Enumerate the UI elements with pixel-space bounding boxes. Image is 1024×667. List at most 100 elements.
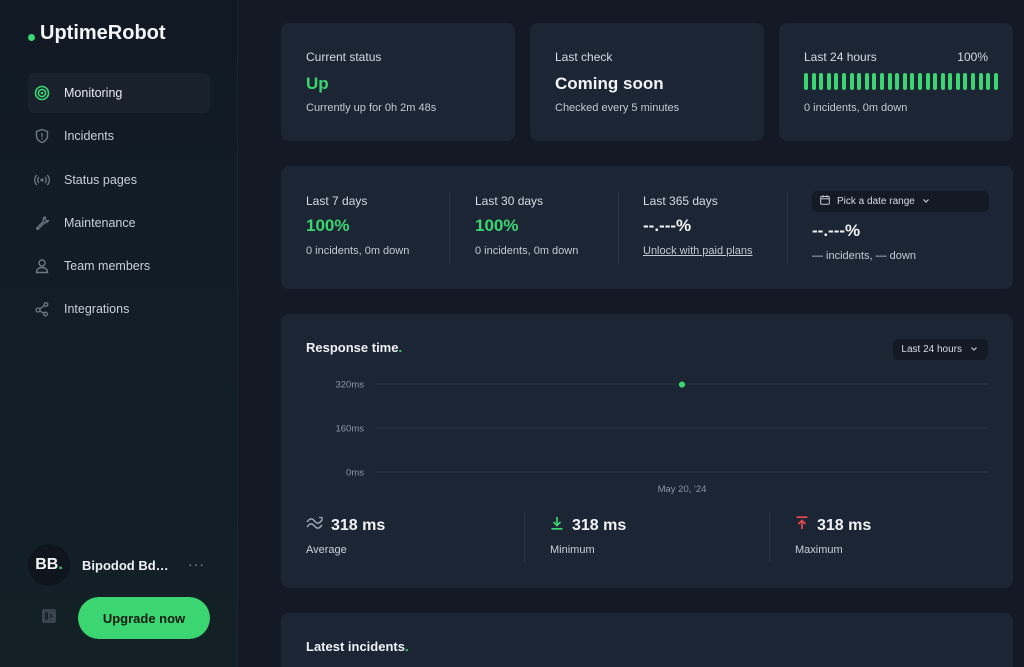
uptime-bar[interactable] bbox=[819, 73, 824, 90]
sidebar-item-integrations[interactable]: Integrations bbox=[28, 289, 210, 329]
uptime-365-days-value: --.---% bbox=[643, 216, 692, 235]
chevron-down-icon bbox=[922, 196, 930, 207]
maximum-label: Maximum bbox=[795, 544, 843, 556]
uptime-7-days-label: Last 7 days bbox=[306, 194, 368, 208]
collapse-sidebar-icon[interactable] bbox=[42, 609, 56, 623]
uptime-7-days-summary: 0 incidents, 0m down bbox=[306, 245, 410, 257]
maximum-value: 318 ms bbox=[817, 516, 872, 534]
wrench-icon bbox=[34, 215, 50, 231]
response-time-card: Response time. Last 24 hours 320ms 160ms 0… bbox=[281, 314, 1013, 588]
sidebar-item-label: Integrations bbox=[64, 302, 130, 317]
avatar-initials: BB bbox=[35, 556, 59, 573]
uptime-bar[interactable] bbox=[872, 73, 877, 90]
custom-range-value: --.---% bbox=[812, 221, 861, 240]
sidebar-item-label: Maintenance bbox=[64, 215, 136, 230]
sidebar-item-label: Incidents bbox=[64, 129, 115, 144]
user-profile[interactable]: BB. Bipodod Bd… ··· bbox=[28, 544, 204, 586]
title-dot: . bbox=[404, 639, 409, 654]
current-status-duration: Currently up for 0h 2m 48s bbox=[306, 102, 437, 114]
avatar-dot: . bbox=[58, 556, 63, 573]
uptime-bar[interactable] bbox=[804, 73, 808, 90]
sidebar-item-monitoring[interactable]: Monitoring bbox=[28, 73, 210, 113]
uptime-30-days: Last 30 days 100% 0 incidents, 0m down bbox=[475, 194, 578, 257]
monitoring-icon bbox=[34, 85, 50, 101]
uptime-bar[interactable] bbox=[986, 73, 991, 90]
minimum-value: 318 ms bbox=[572, 516, 627, 534]
response-time-chart: 320ms 160ms 0ms May 20, '24 bbox=[335, 380, 988, 495]
current-status-value: Up bbox=[306, 74, 329, 93]
divider bbox=[618, 192, 619, 264]
sidebar-item-maintenance[interactable]: Maintenance bbox=[28, 203, 210, 243]
uptime-bar[interactable] bbox=[933, 73, 938, 90]
user-icon bbox=[34, 258, 50, 274]
uptime-bar[interactable] bbox=[948, 73, 953, 90]
sidebar-item-label: Status pages bbox=[64, 172, 137, 187]
divider bbox=[449, 192, 450, 264]
title-dot: . bbox=[398, 340, 403, 355]
uptime-bar[interactable] bbox=[993, 73, 998, 90]
unlock-paid-plans-link[interactable]: Unlock with paid plans bbox=[643, 245, 753, 257]
app-name: UptimeRobot bbox=[40, 22, 166, 44]
sidebar-item-label: Team members bbox=[64, 259, 151, 274]
time-range-select[interactable]: Last 24 hours bbox=[893, 339, 988, 360]
data-point[interactable] bbox=[677, 380, 687, 389]
app-logo[interactable]: UptimeRobot bbox=[28, 22, 166, 45]
calendar-icon bbox=[820, 195, 830, 208]
broadcast-icon bbox=[34, 172, 50, 188]
arrow-up-icon bbox=[795, 516, 809, 535]
date-range-label: Pick a date range bbox=[837, 196, 915, 207]
date-range-picker[interactable]: Pick a date range bbox=[812, 191, 989, 212]
uptime-bar[interactable] bbox=[925, 73, 930, 90]
y-tick-label: 0ms bbox=[346, 468, 364, 479]
uptime-bar[interactable] bbox=[826, 73, 831, 90]
logo-dot-icon bbox=[28, 34, 35, 41]
uptime-bar[interactable] bbox=[955, 73, 960, 90]
current-status-card: Current status Up Currently up for 0h 2m… bbox=[281, 23, 515, 141]
metric-maximum: 318 ms Maximum bbox=[795, 516, 871, 556]
response-time-title-text: Response time bbox=[306, 340, 399, 355]
uptime-bar[interactable] bbox=[864, 73, 869, 90]
divider bbox=[524, 512, 525, 562]
uptime-bar[interactable] bbox=[879, 73, 884, 90]
uptime-bar[interactable] bbox=[978, 73, 983, 90]
uptime-bar[interactable] bbox=[849, 73, 854, 90]
uptime-bar[interactable] bbox=[895, 73, 900, 90]
uptime-bar[interactable] bbox=[940, 73, 945, 90]
latest-incidents-card: Latest incidents. bbox=[281, 613, 1013, 667]
uptime-summary-card: Last 7 days 100% 0 incidents, 0m down La… bbox=[281, 166, 1013, 289]
uptime-bar[interactable] bbox=[963, 73, 968, 90]
uptime-bar[interactable] bbox=[971, 73, 976, 90]
share-icon bbox=[34, 301, 50, 317]
uptime-365-days: Last 365 days --.---% Unlock with paid p… bbox=[643, 194, 752, 257]
sidebar-item-incidents[interactable]: Incidents bbox=[28, 116, 210, 156]
wave-icon bbox=[306, 516, 323, 535]
sidebar-item-team-members[interactable]: Team members bbox=[28, 246, 210, 286]
uptime-365-days-label: Last 365 days bbox=[643, 194, 718, 208]
uptime-bar[interactable] bbox=[811, 73, 816, 90]
uptime-30-days-summary: 0 incidents, 0m down bbox=[475, 245, 579, 257]
uptime-bar[interactable] bbox=[902, 73, 907, 90]
uptime-bar[interactable] bbox=[857, 73, 862, 90]
uptime-bars bbox=[804, 73, 998, 90]
last-check-card: Last check Coming soon Checked every 5 m… bbox=[530, 23, 764, 141]
last-24-hours-label: Last 24 hours bbox=[804, 50, 877, 64]
uptime-bar[interactable] bbox=[917, 73, 922, 90]
latest-incidents-title-text: Latest incidents bbox=[306, 639, 405, 654]
more-icon[interactable]: ··· bbox=[188, 556, 205, 572]
uptime-7-days: Last 7 days 100% 0 incidents, 0m down bbox=[306, 194, 409, 257]
avatar: BB. bbox=[28, 544, 70, 586]
sidebar: UptimeRobot Monitoring Incidents Status … bbox=[0, 0, 238, 667]
uptime-bar[interactable] bbox=[887, 73, 892, 90]
x-tick-label: May 20, '24 bbox=[658, 484, 707, 495]
uptime-bar[interactable] bbox=[834, 73, 839, 90]
custom-range-summary: — incidents, — down bbox=[812, 250, 916, 262]
uptime-bar[interactable] bbox=[910, 73, 915, 90]
latest-incidents-title: Latest incidents. bbox=[306, 639, 409, 654]
arrow-down-icon bbox=[550, 516, 564, 535]
uptime-bar[interactable] bbox=[841, 73, 846, 90]
chevron-down-icon bbox=[970, 344, 978, 355]
upgrade-button[interactable]: Upgrade now bbox=[78, 597, 210, 639]
last-24-hours-summary: 0 incidents, 0m down bbox=[804, 102, 908, 114]
time-range-label: Last 24 hours bbox=[901, 344, 962, 355]
sidebar-item-status-pages[interactable]: Status pages bbox=[28, 160, 210, 200]
